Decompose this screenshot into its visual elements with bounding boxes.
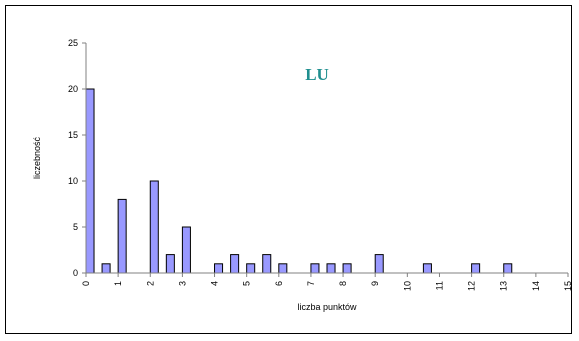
y-tick-label-2: 10 [68, 176, 78, 186]
bar-8 [246, 263, 256, 274]
y-tick-label-1: 5 [73, 222, 78, 232]
y-tick-label-3: 15 [68, 130, 78, 140]
bar-12 [326, 263, 336, 274]
y-tick-label-5: 25 [68, 38, 78, 48]
bar-6 [214, 263, 224, 274]
x-tick-label-15: 15 [563, 281, 573, 291]
y-tick-label-4: 20 [68, 84, 78, 94]
bar-7 [230, 254, 240, 274]
bar-13 [342, 263, 352, 274]
x-tick-label-7: 7 [306, 281, 316, 286]
x-tick-label-0: 0 [81, 281, 91, 286]
x-tick-label-2: 2 [145, 281, 155, 286]
bar-16 [471, 263, 481, 274]
x-tick-label-1: 1 [113, 281, 123, 286]
bar-10 [278, 263, 288, 274]
x-tick-label-6: 6 [274, 281, 284, 286]
bar-4 [165, 254, 175, 274]
bar-5 [181, 226, 191, 274]
x-tick-label-9: 9 [370, 281, 380, 286]
series-annotation: LU [305, 65, 329, 84]
bar-11 [310, 263, 320, 274]
bar-17 [503, 263, 513, 274]
bar-9 [262, 254, 272, 274]
bar-1 [101, 263, 111, 274]
bar-3 [149, 180, 159, 274]
x-tick-label-8: 8 [338, 281, 348, 286]
chart-frame [5, 5, 572, 334]
bar-14 [374, 254, 384, 274]
x-tick-label-3: 3 [177, 281, 187, 286]
y-axis-title: liczebność [32, 136, 42, 179]
bar-2 [117, 198, 127, 274]
x-tick-label-12: 12 [467, 281, 477, 291]
x-tick-label-11: 11 [434, 281, 444, 290]
x-tick-label-14: 14 [531, 281, 541, 291]
bar-0 [85, 88, 95, 274]
y-tick-label-0: 0 [73, 268, 78, 278]
x-axis-title: liczba punktów [297, 302, 357, 312]
bar-15 [422, 263, 432, 274]
x-tick-label-4: 4 [210, 281, 220, 286]
x-tick-label-13: 13 [499, 281, 509, 291]
x-tick-label-5: 5 [242, 281, 252, 286]
x-tick-label-10: 10 [402, 281, 412, 291]
